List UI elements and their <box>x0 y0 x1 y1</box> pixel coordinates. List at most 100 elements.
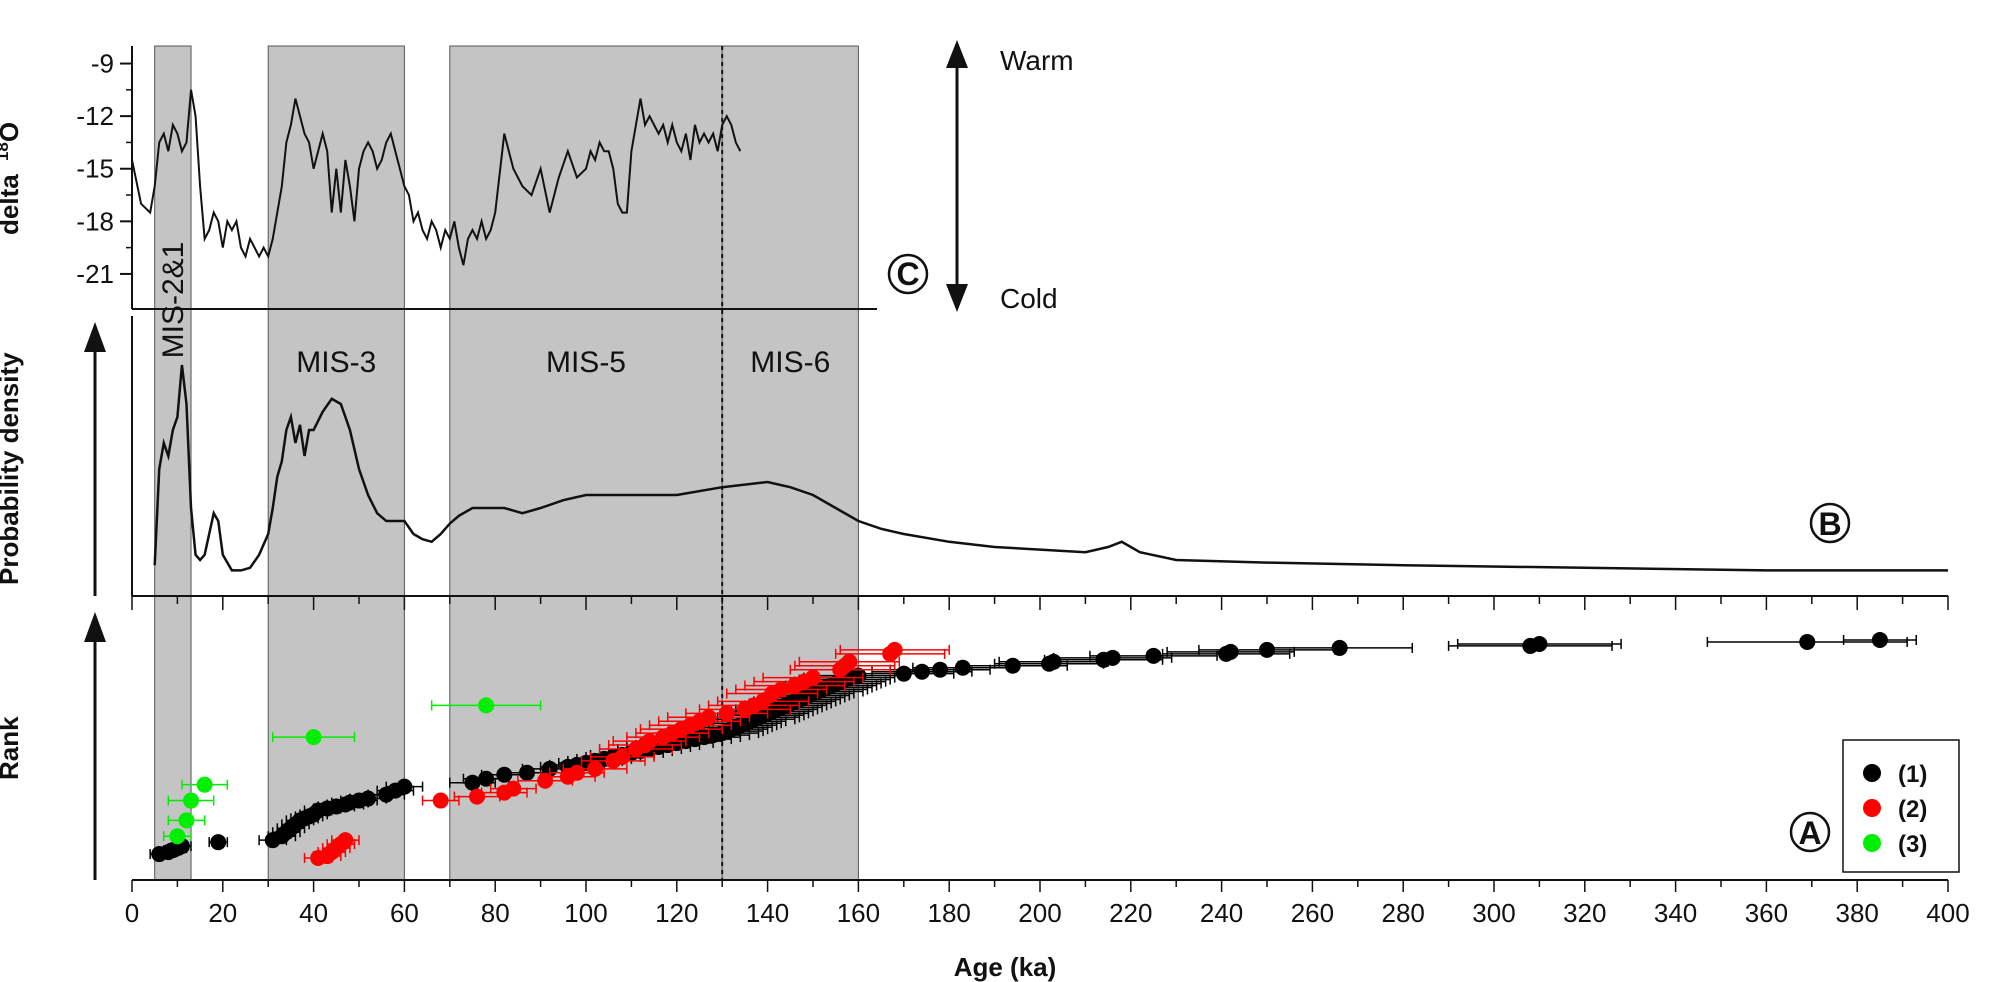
stage-label-0: MIS-2&1 <box>157 242 190 359</box>
panel-b-ticks <box>131 595 1949 610</box>
point-s0-81 <box>1004 657 1021 674</box>
x-tick-label-0: 0 <box>125 898 139 928</box>
point-s0-92 <box>1531 635 1548 652</box>
point-s1-6 <box>432 792 449 809</box>
legend-box <box>1842 739 1960 873</box>
legend-label-2: (2) <box>1898 796 1927 823</box>
warm-cold-arrow <box>946 40 968 312</box>
stage-label-2: MIS-5 <box>546 346 626 379</box>
probability-density-curve <box>153 364 1948 572</box>
panel-letter-b: B <box>1809 502 1851 544</box>
point-s0-77 <box>895 665 912 682</box>
panel-c-ytick-label-3: -18 <box>76 206 114 236</box>
x-axis-title: Age (ka) <box>954 952 1057 982</box>
point-s2-0 <box>169 828 186 845</box>
x-tick-label-13: 260 <box>1291 898 1334 928</box>
point-s0-24 <box>396 778 413 795</box>
x-tick-label-7: 140 <box>746 898 789 928</box>
stage-band-3 <box>721 45 859 881</box>
stage-label-3: MIS-6 <box>750 346 830 379</box>
legend-marker-2 <box>1863 799 1881 817</box>
point-s0-25 <box>464 774 481 791</box>
legend-label-3: (3) <box>1898 831 1927 858</box>
cold-label: Cold <box>1000 283 1058 314</box>
x-tick-label-12: 240 <box>1200 898 1243 928</box>
point-s0-94 <box>1871 631 1888 648</box>
panel-c-ytick-label-2: -15 <box>76 154 114 184</box>
x-tick-label-4: 80 <box>481 898 510 928</box>
point-s1-12 <box>568 764 585 781</box>
x-tick-label-14: 280 <box>1382 898 1425 928</box>
point-s1-36 <box>841 653 858 670</box>
x-tick-label-9: 180 <box>928 898 971 928</box>
point-s0-78 <box>913 663 930 680</box>
panel-c-ytick-label-0: -9 <box>91 49 114 79</box>
x-tick-label-3: 60 <box>390 898 419 928</box>
point-s0-90 <box>1331 639 1348 656</box>
panel-c-ylabel-main: delta <box>0 174 24 235</box>
x-tick-label-17: 340 <box>1654 898 1697 928</box>
warm-label: Warm <box>1000 45 1074 76</box>
panel-c-ylabel-mass: 18 <box>0 142 12 161</box>
x-tick-label-16: 320 <box>1563 898 1606 928</box>
point-s1-5 <box>337 832 354 849</box>
x-tick-label-15: 300 <box>1472 898 1515 928</box>
point-s2-4 <box>305 729 322 746</box>
legend-label-1: (1) <box>1898 761 1927 788</box>
panel-c-ylabel: delta 18O <box>0 122 24 235</box>
stage-label-1: MIS-3 <box>296 346 376 379</box>
panel-c-ylabel-element: O <box>0 122 24 142</box>
panel-c: -9 -12 -15 -18 -21 delta 18O Warm Cold C <box>0 40 1074 314</box>
panel-letter-c-text: C <box>896 256 919 292</box>
legend-marker-1 <box>1863 764 1881 782</box>
panel-c-ytick-label-1: -12 <box>76 101 114 131</box>
x-tick-label-2: 40 <box>299 898 328 928</box>
point-s2-5 <box>478 697 495 714</box>
stage-band-1 <box>267 45 405 881</box>
x-tick-label-1: 20 <box>208 898 237 928</box>
panel-letter-a-text: A <box>1798 815 1821 851</box>
point-s2-2 <box>183 792 200 809</box>
point-s1-7 <box>469 788 486 805</box>
point-s0-26 <box>478 770 495 787</box>
x-tick-label-8: 160 <box>837 898 880 928</box>
panel-letter-a: A <box>1789 811 1831 853</box>
panel-letter-b-text: B <box>1818 506 1841 542</box>
delta-18o-line <box>131 89 742 266</box>
point-s0-28 <box>518 764 535 781</box>
point-s0-79 <box>932 661 949 678</box>
point-s0-86 <box>1145 647 1162 664</box>
point-s1-24 <box>700 709 717 726</box>
point-s0-88 <box>1222 643 1239 660</box>
panel-c-ytick-label-4: -21 <box>76 259 114 289</box>
legend: (1) (2) (3) <box>1842 739 1960 873</box>
point-s1-9 <box>505 780 522 797</box>
point-s1-38 <box>886 641 903 658</box>
point-s1-33 <box>805 669 821 686</box>
x-tick-label-11: 220 <box>1109 898 1152 928</box>
x-tick-label-20: 400 <box>1926 898 1969 928</box>
point-s0-85 <box>1104 649 1121 666</box>
x-tick-label-5: 100 <box>564 898 607 928</box>
panel-b-ylabel: Probability density <box>0 352 24 585</box>
point-s2-1 <box>178 812 195 829</box>
x-axis: 0 20 40 60 80 100 120 140 160 180 200 220 240 260 280 3… <box>125 879 1970 928</box>
point-s2-3 <box>196 776 213 793</box>
x-tick-label-18: 360 <box>1745 898 1788 928</box>
stage-shading-layer: MIS-2&1 MIS-3 MIS-5 MIS-6 <box>154 45 859 881</box>
point-s1-30 <box>773 681 790 698</box>
point-s0-80 <box>954 659 971 676</box>
point-s1-25 <box>718 705 735 722</box>
x-tick-label-19: 380 <box>1836 898 1879 928</box>
panel-b-up-arrow <box>84 322 106 596</box>
panel-a: Rank 0 20 40 60 80 100 120 140 160 180 200 220 240 26… <box>0 612 1970 982</box>
point-s1-18 <box>641 733 658 750</box>
x-tick-label-10: 200 <box>1018 898 1061 928</box>
point-s1-10 <box>537 772 554 789</box>
panel-a-ylabel: Rank <box>0 716 24 780</box>
point-s0-5 <box>210 834 227 851</box>
point-s1-13 <box>587 760 604 777</box>
svg-text:delta 18O: delta 18O <box>0 122 24 235</box>
x-tick-label-6: 120 <box>655 898 698 928</box>
